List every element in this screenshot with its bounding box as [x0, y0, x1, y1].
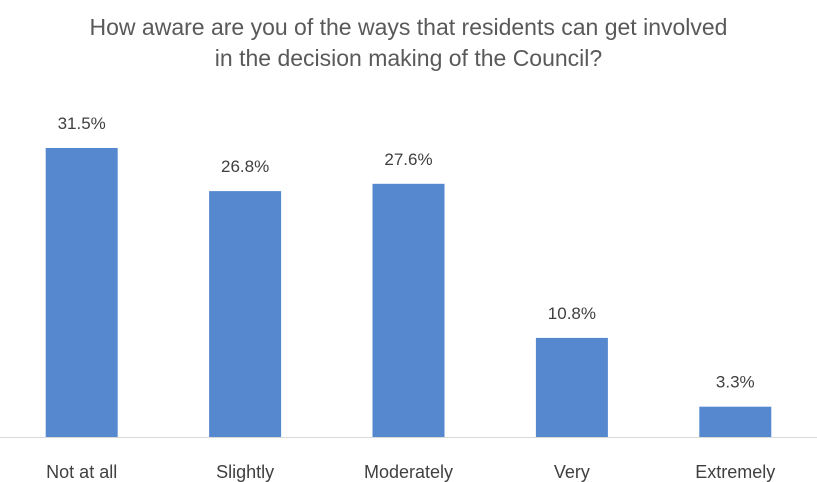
bar-moderately	[372, 183, 445, 437]
category-label: Moderately	[364, 462, 453, 482]
bar-slightly	[209, 191, 282, 437]
data-label: 3.3%	[716, 373, 755, 392]
category-label: Not at all	[46, 462, 117, 482]
bar-very	[535, 337, 608, 437]
category-label: Very	[554, 462, 590, 482]
data-label: 27.6%	[384, 150, 432, 169]
data-label: 10.8%	[548, 304, 596, 323]
bar-not-at-all	[45, 148, 118, 437]
data-label: 26.8%	[221, 157, 269, 176]
bar-extremely	[699, 406, 772, 437]
category-label: Slightly	[216, 462, 274, 482]
chart-title-line-2: in the decision making of the Council?	[214, 45, 603, 71]
chart-title-line-1: How aware are you of the ways that resid…	[89, 14, 728, 40]
category-label: Extremely	[695, 462, 775, 482]
chart-title: How aware are you of the ways that resid…	[0, 12, 817, 74]
data-label: 31.5%	[58, 114, 106, 133]
